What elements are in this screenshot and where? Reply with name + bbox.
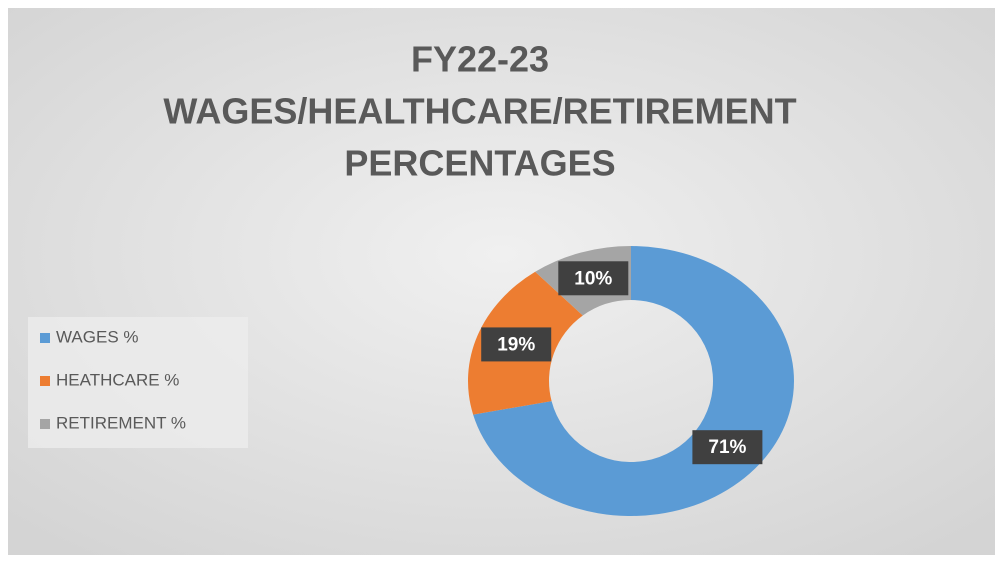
legend-label: WAGES % (56, 327, 139, 346)
chart-title: FY22-23 (411, 39, 549, 80)
chart-area (8, 8, 995, 555)
data-label: 19% (497, 334, 535, 355)
data-label: 10% (574, 268, 612, 289)
legend-box (28, 317, 248, 448)
legend-label: HEATHCARE % (56, 370, 179, 389)
data-label-box (692, 430, 763, 465)
data-label: 71% (708, 437, 746, 458)
legend-label: RETIREMENT % (56, 413, 186, 432)
data-label-box (481, 327, 552, 362)
legend-swatch (40, 419, 50, 429)
chart-title: PERCENTAGES (344, 143, 615, 184)
legend-swatch (40, 333, 50, 343)
chart-title: WAGES/HEALTHCARE/RETIREMENT (163, 91, 796, 132)
legend-swatch (40, 376, 50, 386)
data-label-box (558, 261, 629, 296)
